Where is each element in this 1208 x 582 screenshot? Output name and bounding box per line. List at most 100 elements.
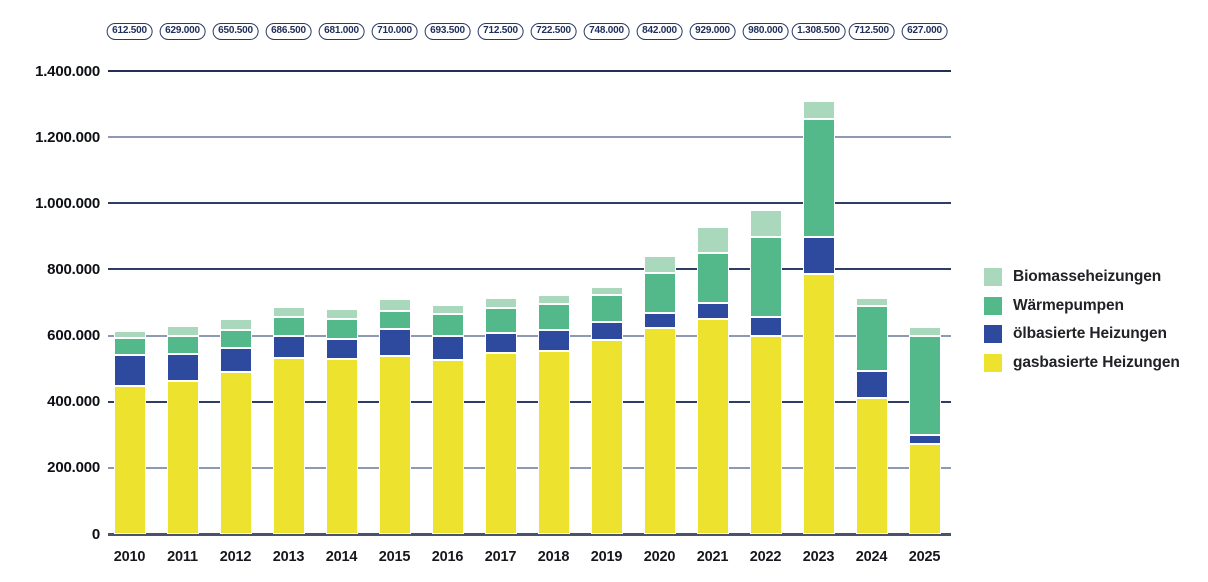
bar-segment-2019-biomasseheizungen bbox=[590, 286, 623, 295]
bar-segment-2025-wärmepumpen bbox=[908, 335, 941, 435]
bar-segment-2016-ölbasierte-heizungen bbox=[431, 336, 464, 360]
bar-segment-2021-ölbasierte-heizungen bbox=[696, 303, 729, 319]
y-tick-label: 1.200.000 bbox=[35, 128, 100, 146]
bar-2013 bbox=[272, 0, 305, 582]
y-tick-label: 1.000.000 bbox=[35, 194, 100, 212]
x-tick-label-2025: 2025 bbox=[908, 549, 941, 565]
y-tick-label: 600.000 bbox=[47, 327, 100, 345]
gridline-1000000 bbox=[108, 202, 951, 205]
x-axis-baseline bbox=[108, 532, 951, 536]
bar-segment-2020-gasbasierte-heizungen bbox=[643, 327, 676, 534]
total-pill-2010: 612.500 bbox=[106, 23, 153, 40]
bar-2016 bbox=[431, 0, 464, 582]
bar-segment-2024-gasbasierte-heizungen bbox=[855, 398, 888, 534]
bar-segment-2010-wärmepumpen bbox=[113, 338, 146, 355]
bar-segment-2016-gasbasierte-heizungen bbox=[431, 359, 464, 534]
bar-2023 bbox=[802, 0, 835, 582]
total-pill-2021: 929.000 bbox=[689, 23, 736, 40]
bar-segment-2012-ölbasierte-heizungen bbox=[219, 347, 252, 373]
bar-segment-2014-wärmepumpen bbox=[325, 318, 358, 339]
bar-2021 bbox=[696, 0, 729, 582]
bar-segment-2017-ölbasierte-heizungen bbox=[484, 332, 517, 354]
total-pill-2020: 842.000 bbox=[636, 23, 683, 40]
legend-item-gasbasierte-heizungen: gasbasierte Heizungen bbox=[984, 353, 1180, 372]
bar-segment-2013-biomasseheizungen bbox=[272, 306, 305, 317]
bar-segment-2010-biomasseheizungen bbox=[113, 331, 146, 339]
total-pill-2013: 686.500 bbox=[265, 23, 312, 40]
bar-segment-2011-wärmepumpen bbox=[166, 335, 199, 355]
x-tick-label-2023: 2023 bbox=[802, 549, 835, 565]
bar-2017 bbox=[484, 0, 517, 582]
legend-swatch-icon bbox=[984, 353, 1002, 372]
total-pill-2023: 1.308.500 bbox=[791, 23, 846, 40]
bar-segment-2012-biomasseheizungen bbox=[219, 318, 252, 330]
bar-segment-2015-ölbasierte-heizungen bbox=[378, 328, 411, 356]
total-pill-2019: 748.000 bbox=[583, 23, 630, 40]
bar-segment-2018-biomasseheizungen bbox=[537, 295, 570, 304]
bar-segment-2020-ölbasierte-heizungen bbox=[643, 313, 676, 328]
bar-2011 bbox=[166, 0, 199, 582]
bar-segment-2025-ölbasierte-heizungen bbox=[908, 434, 941, 444]
bar-segment-2011-ölbasierte-heizungen bbox=[166, 354, 199, 382]
legend-swatch-icon bbox=[984, 296, 1002, 315]
gridline-200000 bbox=[108, 466, 951, 469]
legend-label: Wärmepumpen bbox=[1013, 296, 1124, 314]
gridline-1400000 bbox=[108, 70, 951, 72]
bar-segment-2016-wärmepumpen bbox=[431, 314, 464, 337]
total-pill-2025: 627.000 bbox=[901, 23, 948, 40]
bar-segment-2018-wärmepumpen bbox=[537, 303, 570, 331]
bar-segment-2022-gasbasierte-heizungen bbox=[749, 336, 782, 534]
total-pill-2024: 712.500 bbox=[848, 23, 895, 40]
total-pill-2012: 650.500 bbox=[212, 23, 259, 40]
bar-segment-2015-biomasseheizungen bbox=[378, 299, 411, 311]
y-tick-label: 400.000 bbox=[47, 393, 100, 411]
bar-segment-2010-ölbasierte-heizungen bbox=[113, 354, 146, 386]
legend-item-wärmepumpen: Wärmepumpen bbox=[984, 296, 1124, 315]
bar-segment-2022-wärmepumpen bbox=[749, 236, 782, 318]
bar-segment-2019-gasbasierte-heizungen bbox=[590, 339, 623, 534]
bar-segment-2018-ölbasierte-heizungen bbox=[537, 330, 570, 352]
bar-segment-2019-wärmepumpen bbox=[590, 294, 623, 323]
bar-segment-2021-gasbasierte-heizungen bbox=[696, 318, 729, 534]
bar-segment-2024-wärmepumpen bbox=[855, 306, 888, 371]
bar-2022 bbox=[749, 0, 782, 582]
legend-swatch-icon bbox=[984, 325, 1002, 343]
bar-segment-2024-ölbasierte-heizungen bbox=[855, 370, 888, 399]
x-tick-label-2013: 2013 bbox=[272, 549, 305, 565]
bar-segment-2023-gasbasierte-heizungen bbox=[802, 274, 835, 534]
legend-label: Biomasseheizungen bbox=[1013, 268, 1162, 285]
bar-segment-2021-wärmepumpen bbox=[696, 252, 729, 304]
bar-segment-2013-ölbasierte-heizungen bbox=[272, 336, 305, 358]
bar-segment-2015-gasbasierte-heizungen bbox=[378, 355, 411, 534]
bar-segment-2024-biomasseheizungen bbox=[855, 298, 888, 307]
bar-segment-2025-biomasseheizungen bbox=[908, 326, 941, 336]
x-tick-label-2017: 2017 bbox=[484, 549, 517, 565]
bar-segment-2022-ölbasierte-heizungen bbox=[749, 317, 782, 337]
bar-segment-2021-biomasseheizungen bbox=[696, 226, 729, 253]
total-pill-2022: 980.000 bbox=[742, 23, 789, 40]
bar-segment-2015-wärmepumpen bbox=[378, 310, 411, 329]
bar-segment-2023-biomasseheizungen bbox=[802, 101, 835, 119]
bar-segment-2012-gasbasierte-heizungen bbox=[219, 372, 252, 534]
bar-segment-2013-gasbasierte-heizungen bbox=[272, 357, 305, 534]
bar-segment-2010-gasbasierte-heizungen bbox=[113, 385, 146, 534]
bar-segment-2019-ölbasierte-heizungen bbox=[590, 322, 623, 340]
bar-segment-2017-wärmepumpen bbox=[484, 308, 517, 333]
total-pill-2011: 629.000 bbox=[159, 23, 206, 40]
bar-2019 bbox=[590, 0, 623, 582]
bar-segment-2017-gasbasierte-heizungen bbox=[484, 353, 517, 534]
bar-2024 bbox=[855, 0, 888, 582]
y-tick-label: 0 bbox=[91, 525, 100, 543]
bar-2010 bbox=[113, 0, 146, 582]
gridline-800000 bbox=[108, 268, 951, 271]
x-tick-label-2021: 2021 bbox=[696, 549, 729, 565]
total-pill-2018: 722.500 bbox=[530, 23, 577, 40]
y-tick-label: 200.000 bbox=[47, 459, 100, 477]
bar-segment-2014-ölbasierte-heizungen bbox=[325, 338, 358, 360]
bar-segment-2025-gasbasierte-heizungen bbox=[908, 443, 941, 534]
bar-segment-2022-biomasseheizungen bbox=[749, 209, 782, 237]
x-tick-label-2014: 2014 bbox=[325, 549, 358, 565]
x-tick-label-2020: 2020 bbox=[643, 549, 676, 565]
bar-segment-2014-biomasseheizungen bbox=[325, 308, 358, 319]
